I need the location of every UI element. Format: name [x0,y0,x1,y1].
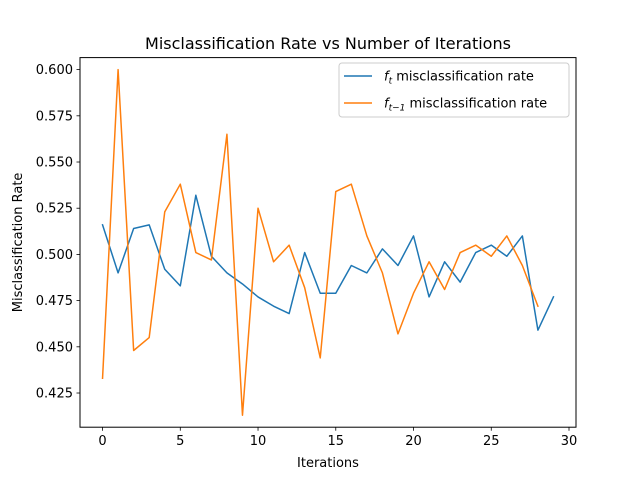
y-tick-label: 0.550 [36,156,73,171]
y-axis-label: Misclassification Rate [11,173,26,313]
x-tick-label: 20 [405,434,422,449]
x-axis-label: Iterations [297,456,359,471]
x-tick-label: 10 [250,434,267,449]
series-line-2 [101,68,539,416]
x-tick-label: 25 [483,434,500,449]
y-tick-label: 0.450 [36,340,73,355]
plot-frame [79,57,577,428]
legend-box [338,62,570,118]
legend-label-1: ft misclassification rate [384,70,534,87]
x-tick-label: 0 [98,434,106,449]
y-tick-label: 0.525 [36,202,73,217]
x-tick-label: 5 [176,434,184,449]
x-axis-ticks: 0 5 10 15 20 25 30 [98,427,577,449]
y-tick-label: 0.600 [36,63,73,78]
y-tick-label: 0.425 [36,387,73,402]
legend-label-2: ft−1 misclassification rate [384,97,547,114]
y-tick-label: 0.475 [36,294,73,309]
y-tick-label: 0.575 [36,109,73,124]
plot-series [101,68,555,416]
x-tick-label: 30 [561,434,578,449]
legend: ft misclassification rate ft−1 misclassif… [338,62,570,118]
x-tick-label: 15 [328,434,345,449]
chart-title: Misclassification Rate vs Number of Iter… [145,34,511,53]
y-tick-label: 0.500 [36,248,73,263]
y-axis-ticks: 0.425 0.450 0.475 0.500 0.525 0.550 0.575 0.600 [36,63,80,402]
series-line-1 [101,194,555,331]
